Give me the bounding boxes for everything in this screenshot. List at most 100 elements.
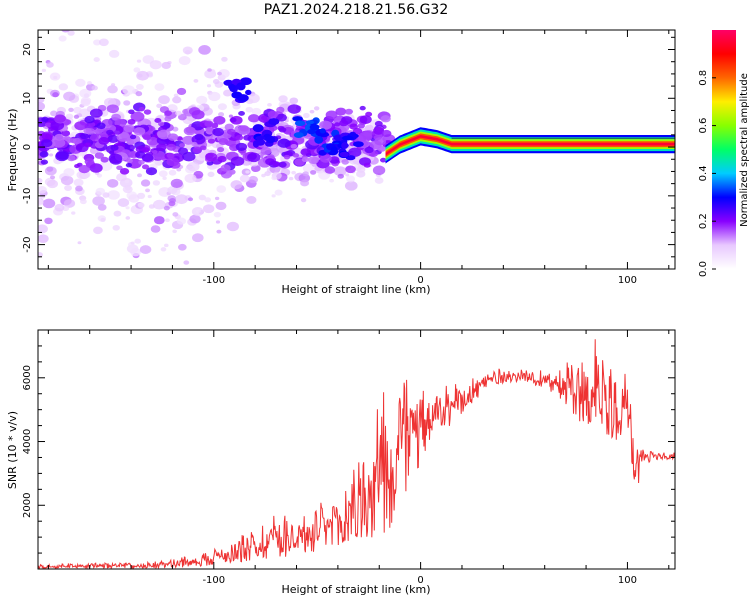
feature-blob	[341, 142, 349, 149]
noise-blob	[61, 30, 71, 33]
band-blob	[292, 153, 300, 158]
noise-blob	[108, 49, 120, 58]
noise-blob	[135, 83, 144, 90]
noise-blob	[117, 198, 130, 207]
band-blob	[54, 133, 64, 141]
noise-blob	[122, 85, 135, 95]
band-blob	[374, 137, 387, 146]
noise-blob	[189, 214, 201, 224]
noise-blob	[206, 84, 212, 88]
feature-blob	[293, 132, 304, 139]
band-blob	[278, 127, 287, 133]
noise-blob	[212, 78, 220, 85]
band-blob	[247, 152, 261, 163]
band-blob	[119, 167, 130, 175]
noise-blob	[172, 96, 182, 104]
band-blob	[359, 105, 366, 111]
band-blob	[192, 146, 202, 154]
feature-blob	[292, 116, 303, 122]
feature-blob	[228, 84, 236, 92]
noise-blob	[161, 61, 171, 70]
noise-blob	[267, 102, 272, 107]
y-tick-label: 10	[22, 92, 33, 105]
feature-blob	[319, 128, 326, 134]
band-blob	[267, 110, 279, 119]
band-blob	[207, 138, 216, 144]
noise-blob	[223, 89, 233, 97]
noise-blob	[87, 81, 92, 85]
noise-blob	[49, 175, 56, 180]
band-blob	[205, 126, 214, 133]
noise-blob	[215, 201, 227, 211]
snr-x-ticks: -100 0 100	[47, 330, 670, 586]
noise-blob	[125, 206, 130, 210]
snr-series-line	[37, 339, 676, 571]
band-blob	[199, 145, 207, 151]
band-blob	[138, 106, 145, 112]
band-blob	[275, 113, 288, 122]
band-blob	[84, 115, 95, 124]
noise-blob	[41, 68, 47, 73]
band-blob	[373, 126, 385, 135]
band-blob	[204, 120, 214, 128]
band-blob	[261, 115, 268, 121]
snr-y-axis-label: SNR (10 * v/v)	[6, 411, 19, 489]
x-tick-label: -100	[202, 575, 225, 586]
band-blob	[74, 121, 87, 131]
x-tick-label: -100	[202, 275, 225, 286]
y-tick-label: 4000	[22, 429, 33, 454]
noise-blob	[218, 112, 225, 117]
band-blob	[357, 123, 365, 129]
noise-blob	[193, 78, 199, 83]
spectrogram-x-axis-label: Height of straight line (km)	[281, 283, 430, 296]
noise-blob	[195, 209, 201, 214]
noise-blob	[152, 180, 161, 186]
x-tick-label: 100	[618, 275, 637, 286]
band-blob	[116, 165, 123, 171]
band-blob	[145, 167, 158, 176]
noise-blob	[196, 95, 208, 105]
noise-blob	[124, 179, 130, 184]
band-blob	[344, 108, 354, 115]
noise-blob	[247, 93, 260, 104]
band-blob	[106, 129, 114, 135]
x-tick-label: 0	[417, 575, 423, 586]
band-blob	[235, 142, 248, 151]
band-blob	[100, 156, 109, 163]
band-blob	[179, 143, 186, 148]
noise-blob	[139, 245, 152, 254]
noise-blob	[329, 178, 335, 183]
band-blob	[98, 136, 110, 145]
noise-blob	[73, 178, 84, 187]
noise-blob	[38, 177, 43, 184]
band-blob	[94, 152, 104, 159]
colorbar-label: Normalized spectral amplitude	[739, 73, 750, 227]
noise-blob	[300, 198, 307, 203]
band-blob	[183, 126, 196, 136]
colorbar-tick-label: 0.6	[698, 118, 709, 134]
noise-blob	[167, 186, 178, 194]
band-blob	[135, 151, 146, 159]
band-blob	[88, 122, 96, 128]
band-blob	[164, 110, 172, 116]
band-blob	[41, 139, 53, 148]
band-blob	[125, 162, 133, 168]
noise-blob	[261, 173, 266, 178]
noise-blob	[221, 56, 228, 62]
band-blob	[89, 108, 103, 118]
feature-blob	[236, 82, 246, 91]
band-blob	[166, 157, 180, 167]
band-blob	[191, 141, 198, 147]
noise-blob	[204, 197, 212, 203]
feature-blob	[268, 118, 280, 125]
band-blob	[133, 127, 146, 136]
noise-blob	[175, 110, 182, 116]
band-blob	[224, 123, 234, 131]
noise-blob	[92, 196, 105, 206]
band-blob	[111, 113, 121, 121]
colorbar-tick-label: 0.0	[698, 261, 709, 277]
band-blob	[157, 121, 165, 127]
noise-blob	[216, 185, 227, 193]
band-blob	[205, 152, 218, 162]
band-blob	[334, 122, 341, 127]
